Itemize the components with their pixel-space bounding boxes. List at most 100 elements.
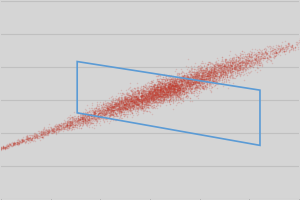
Point — [187, 81, 192, 84]
Point — [143, 97, 148, 100]
Point — [160, 82, 164, 85]
Point — [201, 79, 206, 82]
Point — [155, 93, 160, 96]
Point — [177, 88, 182, 91]
Point — [184, 87, 189, 90]
Point — [78, 113, 83, 116]
Point — [179, 91, 184, 94]
Point — [230, 71, 235, 74]
Point — [281, 50, 286, 53]
Point — [150, 89, 155, 92]
Point — [254, 63, 259, 66]
Point — [138, 91, 143, 95]
Point — [223, 70, 228, 74]
Point — [145, 82, 149, 85]
Point — [205, 82, 210, 85]
Point — [158, 94, 162, 97]
Point — [260, 56, 265, 59]
Point — [175, 83, 180, 86]
Point — [70, 124, 74, 127]
Point — [217, 66, 222, 70]
Point — [129, 110, 134, 114]
Point — [257, 61, 262, 64]
Point — [136, 91, 141, 94]
Point — [146, 95, 151, 98]
Point — [61, 123, 66, 126]
Point — [138, 97, 143, 100]
Point — [177, 86, 182, 90]
Point — [127, 98, 131, 101]
Point — [103, 109, 107, 112]
Point — [65, 124, 70, 127]
Point — [210, 75, 215, 78]
Point — [25, 137, 29, 140]
Point — [184, 83, 189, 87]
Point — [126, 108, 131, 111]
Point — [142, 97, 147, 100]
Point — [196, 86, 201, 89]
Point — [218, 70, 223, 73]
Point — [92, 114, 97, 117]
Point — [214, 62, 219, 65]
Point — [211, 74, 215, 77]
Point — [41, 132, 46, 135]
Point — [152, 87, 157, 90]
Point — [185, 81, 190, 85]
Point — [110, 109, 114, 112]
Point — [211, 69, 215, 72]
Point — [236, 55, 240, 59]
Point — [144, 94, 148, 98]
Point — [121, 93, 125, 96]
Point — [161, 85, 166, 88]
Point — [113, 104, 118, 107]
Point — [175, 85, 179, 89]
Point — [82, 114, 87, 117]
Point — [159, 77, 164, 80]
Point — [181, 90, 186, 93]
Point — [179, 78, 184, 81]
Point — [167, 78, 172, 81]
Point — [174, 93, 179, 96]
Point — [108, 112, 113, 115]
Point — [205, 80, 209, 83]
Point — [115, 108, 119, 111]
Point — [227, 63, 232, 67]
Point — [216, 69, 221, 72]
Point — [198, 74, 203, 77]
Point — [286, 41, 291, 45]
Point — [187, 83, 191, 86]
Point — [96, 109, 101, 113]
Point — [125, 100, 130, 103]
Point — [243, 61, 248, 64]
Point — [178, 91, 183, 94]
Point — [140, 89, 145, 92]
Point — [248, 59, 252, 62]
Point — [167, 78, 172, 81]
Point — [200, 72, 205, 75]
Point — [56, 126, 61, 129]
Point — [160, 94, 165, 98]
Point — [97, 111, 101, 114]
Point — [212, 77, 217, 80]
Point — [188, 86, 193, 89]
Point — [130, 96, 135, 99]
Point — [147, 103, 152, 106]
Point — [114, 110, 119, 113]
Point — [185, 75, 190, 78]
Point — [174, 83, 178, 86]
Point — [107, 113, 112, 116]
Point — [44, 127, 49, 131]
Point — [157, 88, 161, 92]
Point — [214, 69, 219, 72]
Point — [240, 67, 245, 70]
Point — [188, 79, 193, 82]
Point — [234, 57, 239, 60]
Point — [119, 89, 124, 92]
Point — [106, 114, 111, 117]
Point — [117, 98, 122, 101]
Point — [236, 56, 241, 59]
Point — [197, 80, 202, 83]
Point — [109, 103, 114, 107]
Point — [110, 109, 115, 112]
Point — [124, 100, 129, 104]
